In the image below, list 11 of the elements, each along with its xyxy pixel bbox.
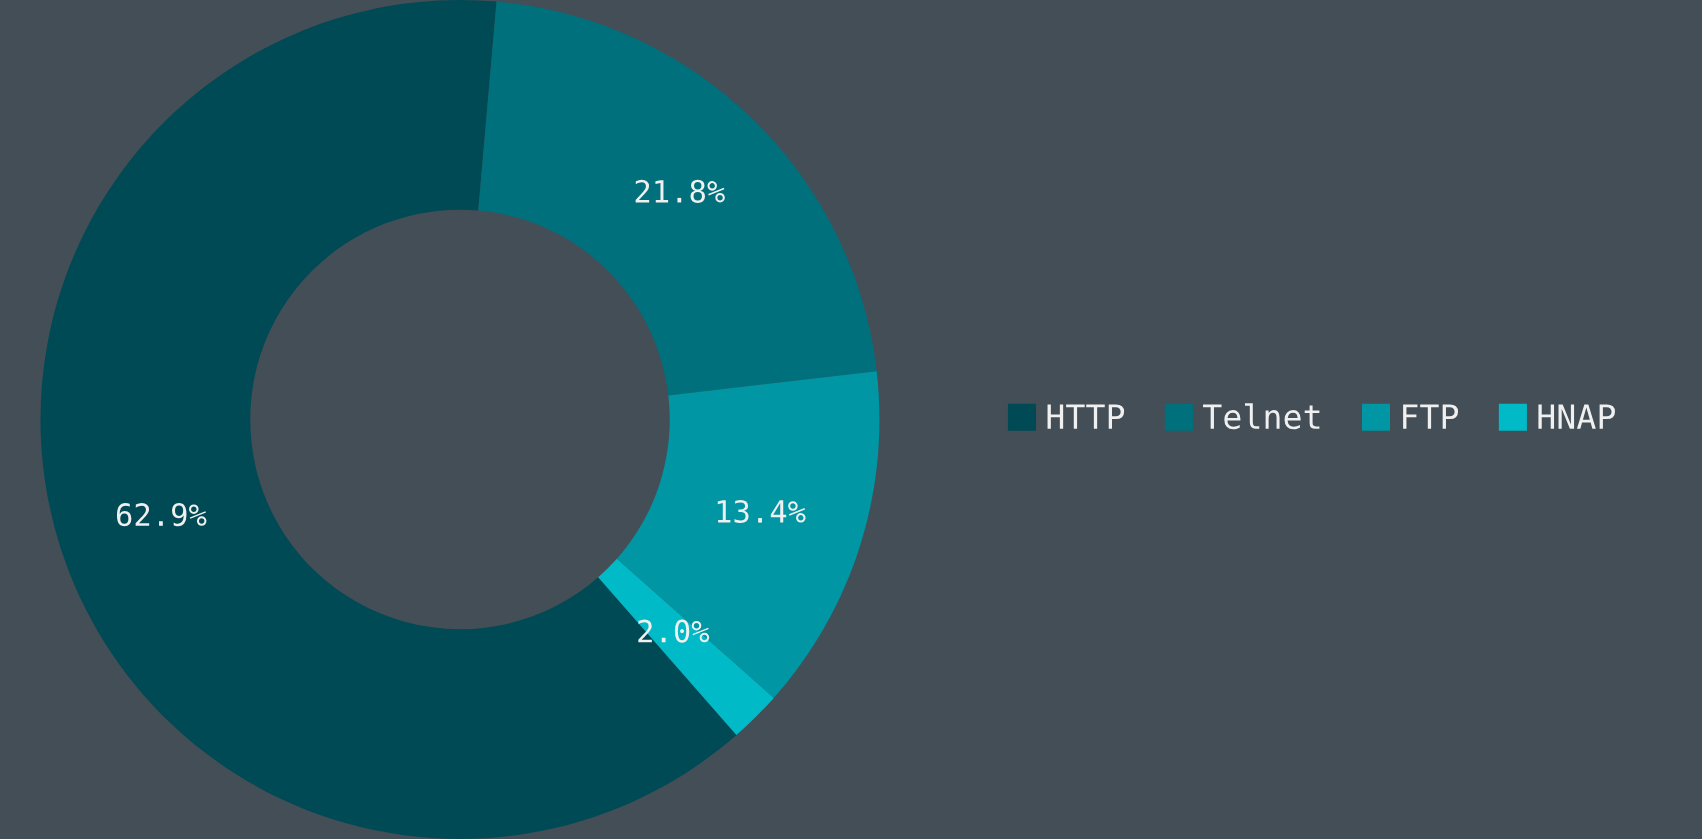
data-label: 13.4%	[717, 499, 806, 524]
legend-label: HNAP	[1538, 404, 1615, 429]
legend-label: Telnet	[1203, 403, 1320, 430]
data-label: 21.8%	[635, 179, 725, 203]
donut-slice	[616, 371, 880, 698]
donut-slice	[478, 1, 877, 396]
data-label: 2.0%	[638, 619, 710, 643]
legend-label: FTP	[1403, 404, 1459, 429]
donut-slice	[598, 558, 774, 736]
data-label: 62.9%	[116, 503, 207, 527]
legend-label: HTTP	[1047, 404, 1125, 429]
